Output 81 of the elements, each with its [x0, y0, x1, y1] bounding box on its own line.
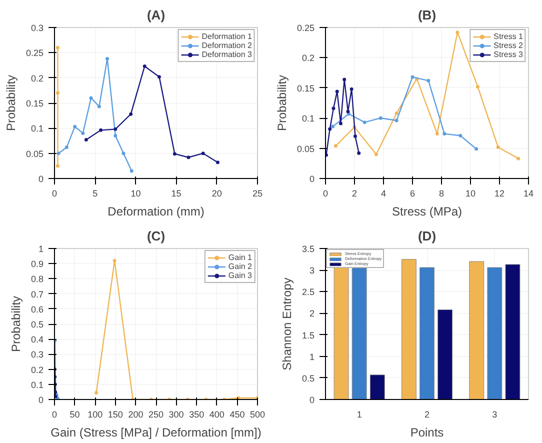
x-tick-label: 20 — [212, 188, 222, 198]
y-tick-label: 0.3 — [30, 350, 44, 360]
y-tick-label: 0.2 — [30, 73, 44, 84]
x-tick-label: 14 — [523, 188, 534, 198]
x-tick-label: 8 — [438, 188, 444, 198]
y-tick-label: 0.1 — [30, 124, 44, 134]
x-tick-label: 10 — [465, 188, 476, 198]
x-tick-label: 2 — [424, 410, 430, 420]
y-tick-label: 0.25 — [296, 23, 315, 33]
x-tick-label: 10 — [130, 188, 141, 198]
y-tick-label: 1 — [38, 244, 44, 254]
x-tick-label: 350 — [189, 410, 204, 420]
x-tick-label: 0 — [322, 188, 328, 198]
chart-title: (B) — [418, 8, 436, 22]
legend-label: Stress 3 — [494, 50, 523, 59]
x-axis-title: Stress (MPa) — [392, 204, 462, 218]
y-tick-label: 0.4 — [30, 334, 44, 345]
x-axis-title: Gain (Stress [MPa] / Deformation [mm]) — [50, 426, 262, 440]
x-tick-label: 0 — [52, 188, 58, 198]
x-tick-label: 5 — [92, 188, 98, 198]
y-axis-title: Probability — [4, 74, 18, 132]
y-tick-label: 0.6 — [30, 304, 44, 314]
y-tick-label: 0.15 — [296, 83, 315, 94]
x-tick-label: 12 — [494, 188, 505, 198]
y-tick-label: 2 — [309, 308, 315, 319]
legend-label: Gain 3 — [228, 271, 252, 280]
y-axis-title: Probability — [8, 296, 23, 352]
x-tick-label: 50 — [70, 410, 80, 420]
x-tick-label: 1 — [356, 410, 362, 420]
y-tick-label: 2.5 — [302, 287, 315, 298]
y-tick-label: 0.1 — [302, 114, 315, 124]
x-tick-label: 3 — [492, 410, 498, 420]
x-tick-label: 450 — [230, 410, 245, 420]
x-tick-label: 500 — [250, 410, 266, 420]
x-tick-label: 150 — [108, 410, 123, 420]
x-tick-label: 15 — [171, 188, 182, 198]
y-tick-label: 0.05 — [26, 148, 44, 159]
legend-label: Deformation 2 — [202, 41, 252, 50]
x-tick-label: 100 — [88, 410, 103, 420]
x-axis-title: Deformation (mm) — [108, 204, 204, 218]
legend-label: Stress 2 — [494, 41, 523, 50]
legend-label: Gain 2 — [228, 262, 252, 271]
y-tick-label: 0.2 — [30, 364, 44, 375]
y-tick-label: 0.25 — [26, 48, 44, 58]
y-tick-label: 0.5 — [302, 373, 315, 384]
y-tick-label: 0.9 — [30, 259, 44, 270]
y-tick-label: 0.8 — [30, 274, 44, 284]
y-tick-label: 0 — [38, 174, 44, 184]
legend-label: Gain 1 — [228, 253, 252, 262]
y-tick-label: 3.5 — [302, 244, 315, 254]
x-tick-label: 6 — [410, 188, 416, 198]
y-tick-label: 0.2 — [302, 53, 315, 64]
x-tick-label: 400 — [209, 410, 224, 420]
y-tick-label: 0.1 — [30, 380, 44, 390]
legend-label: Deformation 1 — [202, 32, 252, 41]
chart-title: (A) — [146, 8, 166, 22]
y-axis-title: Probability — [274, 74, 289, 132]
y-tick-label: 0.15 — [26, 98, 44, 108]
chart-title: (D) — [418, 228, 436, 244]
x-tick-label: 200 — [128, 410, 144, 420]
x-tick-label: 2 — [352, 188, 358, 198]
y-tick-label: 1 — [309, 352, 315, 362]
x-tick-label: 0 — [52, 410, 58, 420]
y-tick-label: 0 — [309, 174, 315, 184]
y-tick-label: 0.5 — [30, 320, 44, 330]
x-tick-label: 300 — [168, 410, 184, 420]
y-tick-label: 0.05 — [296, 144, 315, 154]
x-axis-title: Points — [410, 426, 444, 440]
y-tick-label: 0 — [38, 395, 44, 405]
y-tick-label: 0.3 — [30, 23, 44, 33]
y-tick-label: 0.7 — [30, 289, 44, 300]
y-tick-label: 3 — [309, 266, 315, 276]
y-tick-label: 1.5 — [302, 330, 315, 340]
x-tick-label: 4 — [380, 188, 386, 198]
y-axis-title: Shannon Entropy — [280, 278, 294, 370]
legend-label: Stress 1 — [494, 32, 523, 41]
chart-title: (C) — [146, 228, 166, 244]
y-tick-label: 0 — [309, 395, 315, 405]
legend-label: Deformation 3 — [202, 50, 252, 59]
x-tick-label: 25 — [252, 188, 263, 198]
x-tick-label: 250 — [148, 410, 164, 420]
